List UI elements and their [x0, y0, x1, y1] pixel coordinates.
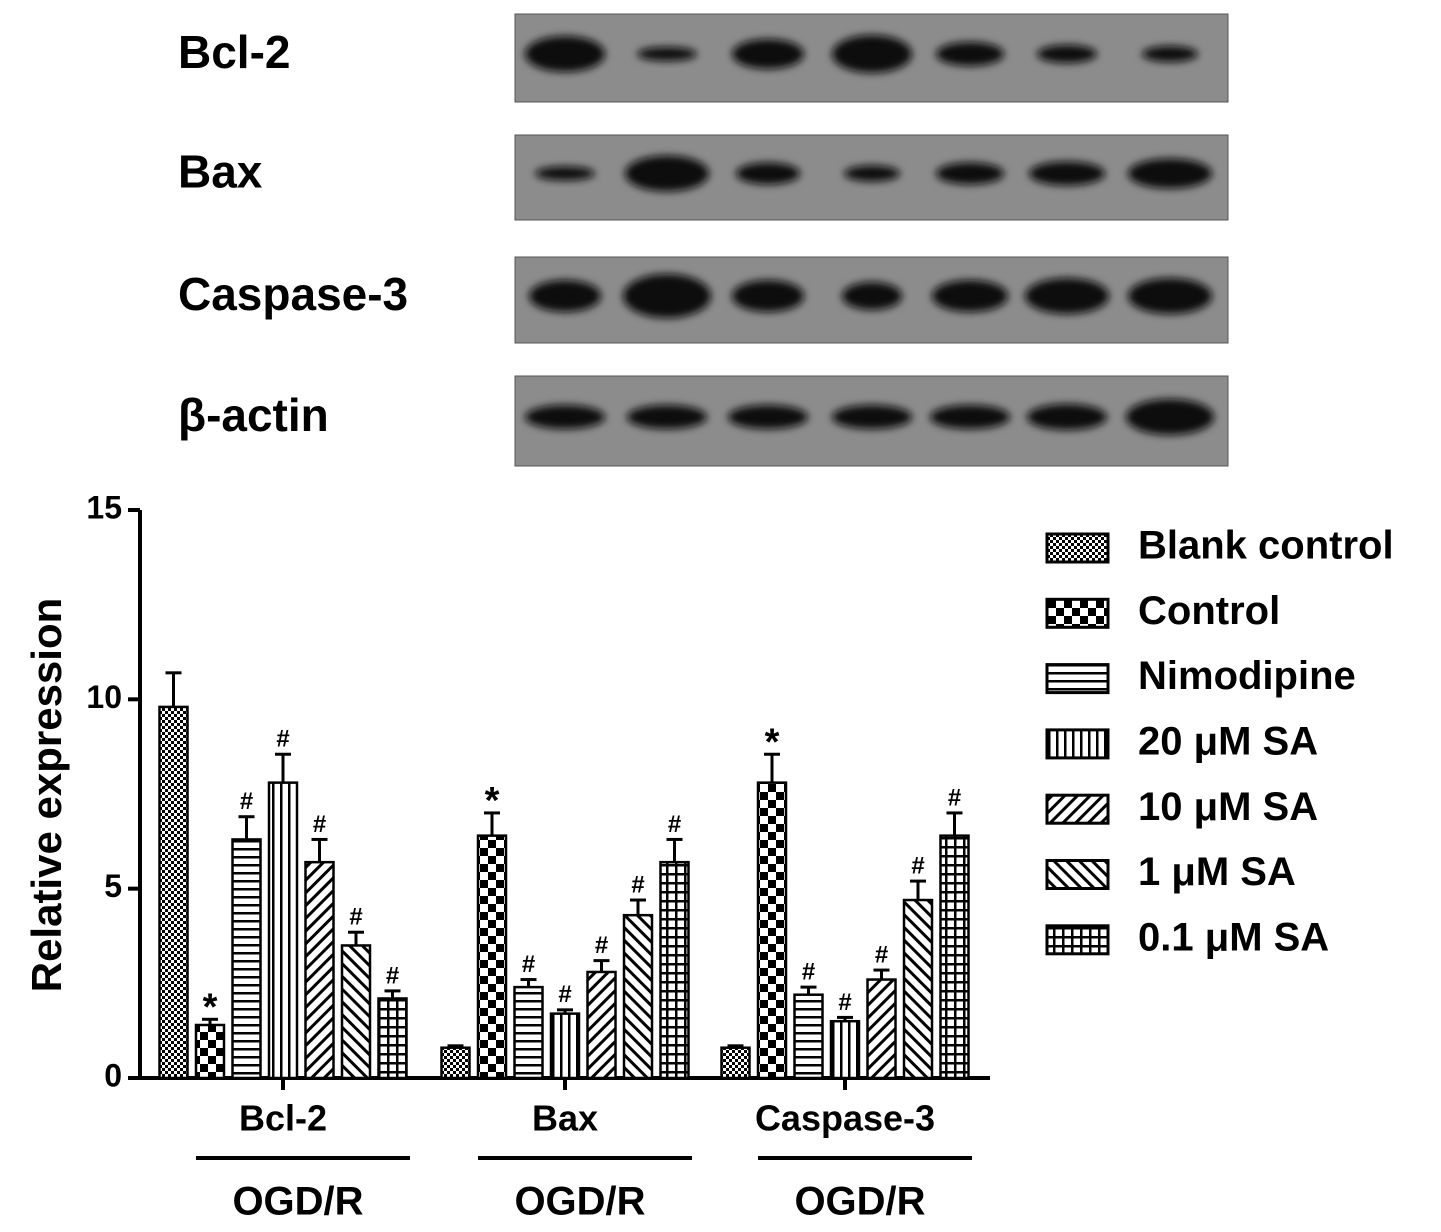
blot-band	[844, 165, 900, 182]
legend-swatch	[1045, 728, 1110, 760]
blot-band	[529, 280, 601, 312]
blot-label: Caspase-3	[178, 268, 408, 320]
bar	[793, 993, 824, 1080]
significance-mark: #	[668, 811, 681, 838]
bar	[586, 970, 617, 1080]
significance-mark: *	[765, 721, 780, 763]
blot-band	[1029, 161, 1105, 186]
legend-swatch	[1045, 793, 1110, 825]
significance-mark: #	[838, 989, 851, 1016]
blot-band	[1037, 45, 1097, 63]
blot-band	[842, 282, 902, 310]
significance-mark: #	[558, 981, 571, 1008]
bar	[476, 834, 508, 1080]
bar	[720, 1046, 751, 1080]
legend-label: 20 μM SA	[1138, 719, 1318, 763]
legend-label: 0.1 μM SA	[1138, 915, 1329, 959]
blot-band	[623, 274, 711, 318]
significance-mark: *	[485, 780, 500, 822]
x-tick-label: Caspase-3	[755, 1098, 935, 1139]
bar	[902, 898, 934, 1080]
western-blot: Bcl-2 Bax Caspase-3 β-actin	[178, 13, 1229, 467]
legend-label: 1 μM SA	[1138, 850, 1296, 894]
blot-band	[1128, 278, 1212, 314]
blot-band	[936, 42, 1004, 66]
bar	[267, 781, 299, 1080]
legend-label: 10 μM SA	[1138, 785, 1318, 829]
group-label: OGD/R	[794, 1180, 925, 1224]
bar	[622, 913, 654, 1080]
x-tick-label: Bax	[532, 1098, 598, 1139]
blot-label: Bax	[178, 146, 263, 198]
bar	[158, 705, 189, 1080]
bar	[939, 834, 970, 1080]
significance-mark: #	[802, 958, 815, 985]
blot-band	[1126, 399, 1214, 435]
blot-band	[932, 280, 1008, 312]
y-tick-label: 15	[86, 489, 122, 525]
blot-band	[1027, 404, 1107, 430]
blot-band	[525, 36, 605, 72]
blot-band	[625, 155, 709, 192]
significance-mark: #	[911, 852, 924, 879]
legend-swatch	[1045, 663, 1110, 695]
blot-band	[1128, 158, 1212, 189]
bar	[756, 781, 788, 1080]
blot-label: β-actin	[178, 389, 329, 441]
legend-label: Control	[1138, 589, 1280, 633]
y-axis-label: Relative expression	[23, 598, 70, 993]
blot-band	[627, 405, 707, 429]
bar	[231, 838, 262, 1080]
blot-label: Bcl-2	[178, 26, 290, 78]
bar	[659, 860, 690, 1080]
y-tick-label: 10	[86, 679, 122, 715]
significance-mark: *	[203, 986, 218, 1028]
blot-band	[1025, 278, 1109, 314]
blot-band	[637, 47, 697, 61]
blot-band	[832, 405, 912, 429]
blot-band	[732, 39, 804, 69]
legend-swatch	[1045, 532, 1110, 564]
blot-band	[832, 35, 912, 73]
blot-band	[732, 280, 804, 312]
legend-label: Nimodipine	[1138, 654, 1356, 698]
significance-mark: #	[349, 904, 362, 931]
group-label: OGD/R	[514, 1180, 645, 1224]
legend-label: Blank control	[1138, 524, 1394, 568]
bar	[304, 860, 335, 1080]
blot-band	[936, 162, 1004, 185]
significance-mark: #	[276, 726, 289, 753]
bar	[513, 985, 544, 1080]
x-tick-label: Bcl-2	[239, 1098, 327, 1139]
significance-mark: #	[631, 871, 644, 898]
significance-mark: #	[875, 941, 888, 968]
blot-band	[930, 405, 1010, 429]
blot-band	[525, 405, 605, 429]
bar	[866, 978, 897, 1080]
bar	[549, 1012, 581, 1080]
significance-mark: #	[595, 932, 608, 959]
bar	[377, 997, 408, 1080]
blot-band	[728, 405, 808, 429]
blot-band	[535, 166, 595, 181]
y-tick-label: 0	[104, 1057, 122, 1093]
significance-mark: #	[240, 788, 253, 815]
significance-mark: #	[313, 811, 326, 838]
blot-band	[736, 162, 800, 185]
bar	[194, 1023, 226, 1080]
bar	[829, 1019, 861, 1080]
bar	[440, 1046, 471, 1080]
bar	[340, 944, 372, 1080]
y-tick-label: 5	[104, 868, 122, 904]
legend-swatch	[1045, 924, 1110, 956]
significance-mark: #	[386, 962, 399, 989]
legend-swatch	[1045, 859, 1110, 890]
blot-band	[1142, 46, 1198, 62]
significance-mark: #	[948, 784, 961, 811]
legend-swatch	[1045, 597, 1110, 629]
group-label: OGD/R	[232, 1180, 363, 1224]
significance-mark: #	[522, 951, 535, 978]
